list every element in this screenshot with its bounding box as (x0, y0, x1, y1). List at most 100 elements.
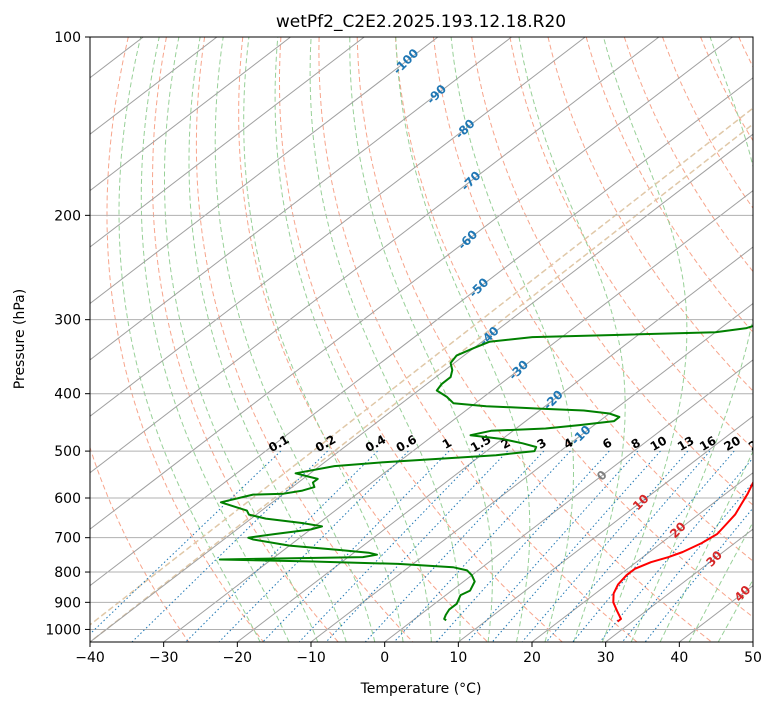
axes: −40 −30 −20 −10 0 10 20 30 40 5010020030040050060… (45, 30, 762, 666)
y-tick-label: 1000 (45, 622, 81, 638)
isotherm (90, 37, 660, 474)
x-tick-label: 20 (523, 650, 541, 666)
isotherm (237, 246, 753, 642)
mixing-ratio-line (393, 450, 571, 642)
special-curve (90, 107, 753, 626)
x-tick-label: −10 (296, 650, 326, 666)
mixing-ratio-label: 25 (746, 433, 767, 453)
mixing-ratio-line (599, 457, 753, 642)
x-tick-label: −20 (223, 650, 253, 666)
moist-adiabat (309, 37, 461, 642)
x-tick-label: 0 (380, 650, 389, 666)
dry-adiabat (585, 37, 753, 333)
background-lines (0, 37, 753, 642)
mixing-ratio-label: 8 (629, 435, 643, 451)
temperature-profile-line (612, 480, 753, 623)
x-tick-label: 10 (449, 650, 467, 666)
isotherm (90, 37, 586, 417)
x-tick-label: −30 (149, 650, 179, 666)
isotherm-label: -30 (506, 357, 531, 382)
y-axis-label: Pressure (hPa) (12, 289, 28, 389)
moist-adiabat (688, 521, 753, 642)
mixing-ratio-line (262, 450, 450, 642)
dry-adiabat (509, 37, 753, 450)
mixing-ratio-line (298, 450, 484, 642)
dry-adiabat (623, 37, 753, 273)
special-curve (90, 123, 753, 642)
x-axis-label: Temperature (°C) (360, 681, 482, 697)
moist-adiabat (518, 37, 626, 642)
isotherm (90, 133, 753, 642)
plot-frame (89, 36, 754, 643)
isotherm (90, 37, 291, 192)
moist-adiabat (274, 37, 432, 642)
isotherm-label: -60 (455, 227, 480, 252)
isotherm (310, 302, 753, 642)
isotherm-label: -90 (424, 82, 449, 107)
mixing-ratio-line (545, 450, 711, 642)
isotherm-label: -80 (452, 116, 477, 141)
x-tick-label: 50 (744, 650, 762, 666)
isotherm (752, 641, 753, 642)
dry-adiabat (433, 37, 753, 562)
isotherm-label: 10 (630, 491, 652, 513)
chart-title: wetPf2_C2E2.2025.193.12.18.R20 (276, 12, 566, 32)
mixing-ratio-line (90, 450, 282, 635)
dry-adiabat (238, 37, 488, 642)
isotherm (90, 37, 365, 248)
moist-adiabat (717, 578, 753, 642)
x-tick-label: 30 (597, 650, 615, 666)
isotherm (0, 37, 70, 642)
moist-adiabat (349, 37, 493, 642)
y-tick-label: 200 (54, 208, 81, 224)
dry-adiabat (106, 37, 264, 642)
dry-adiabat (471, 37, 753, 506)
mixing-ratio-line (325, 450, 508, 642)
mixing-ratio-label: 6 (600, 435, 614, 451)
dry-adiabat (356, 37, 713, 642)
y-tick-label: 600 (54, 491, 81, 507)
isotherm (90, 37, 733, 530)
dry-adiabat (279, 37, 563, 642)
moist-adiabat (164, 37, 319, 642)
dry-adiabat (394, 37, 753, 618)
moist-adiabat (659, 450, 753, 642)
dry-adiabat (195, 37, 414, 642)
y-tick-label: 800 (54, 565, 81, 581)
mixing-ratio-line (218, 450, 409, 642)
isotherm (384, 359, 753, 642)
isotherm (458, 415, 753, 642)
isotherm-label: -50 (466, 275, 491, 300)
dry-adiabat (738, 37, 753, 68)
y-tick-label: 100 (54, 30, 81, 46)
isotherm (531, 472, 753, 642)
moist-adiabat (243, 37, 404, 642)
isotherm-label: 30 (703, 548, 725, 570)
isotherm-label: -100 (390, 46, 421, 77)
isotherm (605, 528, 753, 642)
dewpoint-profile-line (218, 324, 753, 622)
y-tick-label: 400 (54, 387, 81, 403)
dry-adiabat (90, 37, 190, 642)
x-tick-label: −40 (75, 650, 105, 666)
moist-adiabat (630, 37, 753, 642)
mixing-ratio-line (185, 450, 378, 642)
y-tick-label: 700 (54, 531, 81, 547)
mixing-ratio-line (622, 481, 753, 642)
isotherm (163, 189, 753, 642)
isotherm (90, 77, 753, 587)
moist-adiabat (450, 37, 574, 642)
moist-adiabat (188, 37, 347, 642)
y-tick-label: 300 (54, 313, 81, 329)
mixing-ratio-line (491, 450, 661, 642)
mixing-ratio-line (364, 450, 545, 642)
isotherm-label: 0 (594, 468, 610, 484)
mixing-ratio-line (572, 450, 735, 642)
moist-adiabat (214, 37, 376, 642)
isotherm (90, 37, 512, 361)
mixing-ratio-line (467, 450, 639, 642)
moist-adiabat (395, 37, 531, 642)
mixing-ratio-label: 3 (535, 435, 549, 451)
line-labels: 0.10.20.40.611.52346810131620253036-100-… (266, 46, 767, 605)
